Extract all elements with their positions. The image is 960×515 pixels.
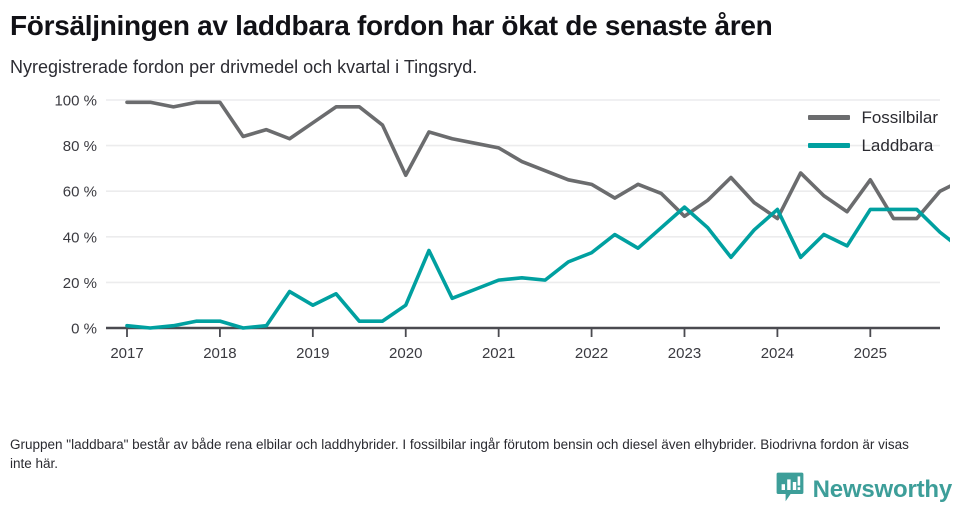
page-title: Försäljningen av laddbara fordon har öka…	[10, 10, 773, 41]
x-axis-tick-label: 2018	[203, 345, 236, 362]
brand-name: Newsworthy	[812, 475, 953, 503]
line-chart: 0 % 20 % 40 % 60 % 80 % 100 % 2017 2018 2019 2020…	[54, 92, 950, 362]
legend-swatch-laddbara	[808, 142, 851, 148]
legend-label-fossilbilar: Fossilbilar	[861, 107, 938, 127]
bar-chart-speech-bubble-icon	[776, 472, 804, 507]
x-axis-tick-label: 2020	[389, 345, 422, 362]
chart-plot-area: 0 % 20 % 40 % 60 % 80 % 100 % 2017 2018 2019 2020…	[10, 87, 950, 377]
y-axis-tick-label: 40 %	[63, 229, 97, 246]
newsworthy-logo[interactable]: Newsworthy	[776, 472, 952, 507]
x-axis-tick-label: 2017	[110, 345, 143, 362]
series-line-laddbara	[125, 205, 950, 330]
y-axis-tick-label: 0 %	[71, 320, 97, 337]
legend-label-laddbara: Laddbara	[861, 135, 934, 155]
legend-swatch-fossilbilar	[808, 114, 851, 120]
x-axis-tick-label: 2019	[296, 345, 329, 362]
page-subtitle: Nyregistrerade fordon per drivmedel och …	[10, 57, 478, 78]
x-axis-tick-label: 2021	[482, 345, 515, 362]
y-axis-tick-label: 100 %	[54, 92, 97, 109]
series-line-fossilbilar	[125, 100, 950, 221]
y-axis-tick-label: 80 %	[63, 138, 97, 155]
x-axis-tick-label: 2025	[854, 345, 887, 362]
legend-item-fossilbilar[interactable]: Fossilbilar	[808, 109, 938, 126]
y-axis-tick-label: 60 %	[63, 184, 97, 201]
chart-legend: Fossilbilar Laddbara	[808, 109, 938, 154]
chart-page: Försäljningen av laddbara fordon har öka…	[0, 10, 960, 515]
chart-footnote: Gruppen "laddbara" består av både rena e…	[10, 437, 909, 472]
legend-item-laddbara[interactable]: Laddbara	[808, 137, 938, 154]
x-axis-tick-label: 2023	[668, 345, 701, 362]
y-axis-tick-label: 20 %	[63, 275, 97, 292]
x-axis-tick-label: 2024	[761, 345, 794, 362]
x-axis-tick-label: 2022	[575, 345, 608, 362]
